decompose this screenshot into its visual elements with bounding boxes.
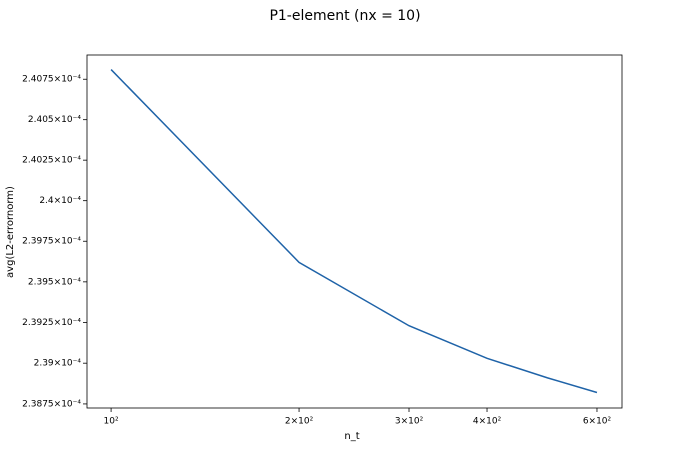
y-tick-label: 2.405×10⁻⁴ xyxy=(28,115,82,125)
x-tick-label: 6×10² xyxy=(583,417,612,427)
y-tick-label: 2.4×10⁻⁴ xyxy=(39,196,81,206)
y-tick-label: 2.3925×10⁻⁴ xyxy=(22,318,81,328)
y-tick-label: 2.395×10⁻⁴ xyxy=(28,277,82,287)
y-tick-label: 2.39×10⁻⁴ xyxy=(34,359,82,369)
y-tick-label: 2.4075×10⁻⁴ xyxy=(22,75,81,85)
x-tick-label: 4×10² xyxy=(473,417,502,427)
chart-title: P1-element (nx = 10) xyxy=(269,8,420,24)
x-tick-label: 10² xyxy=(104,417,119,427)
x-tick-label: 3×10² xyxy=(395,417,424,427)
y-axis-label: avg(L2-errornorm) xyxy=(5,186,16,278)
y-tick-label: 2.4025×10⁻⁴ xyxy=(22,156,81,166)
x-axis-label: n_t xyxy=(344,431,359,442)
plot-frame xyxy=(86,54,623,409)
x-tick-label: 2×10² xyxy=(285,417,314,427)
y-tick-label: 2.3875×10⁻⁴ xyxy=(22,399,81,409)
line-series xyxy=(110,69,598,394)
y-tick-label: 2.3975×10⁻⁴ xyxy=(22,237,81,247)
